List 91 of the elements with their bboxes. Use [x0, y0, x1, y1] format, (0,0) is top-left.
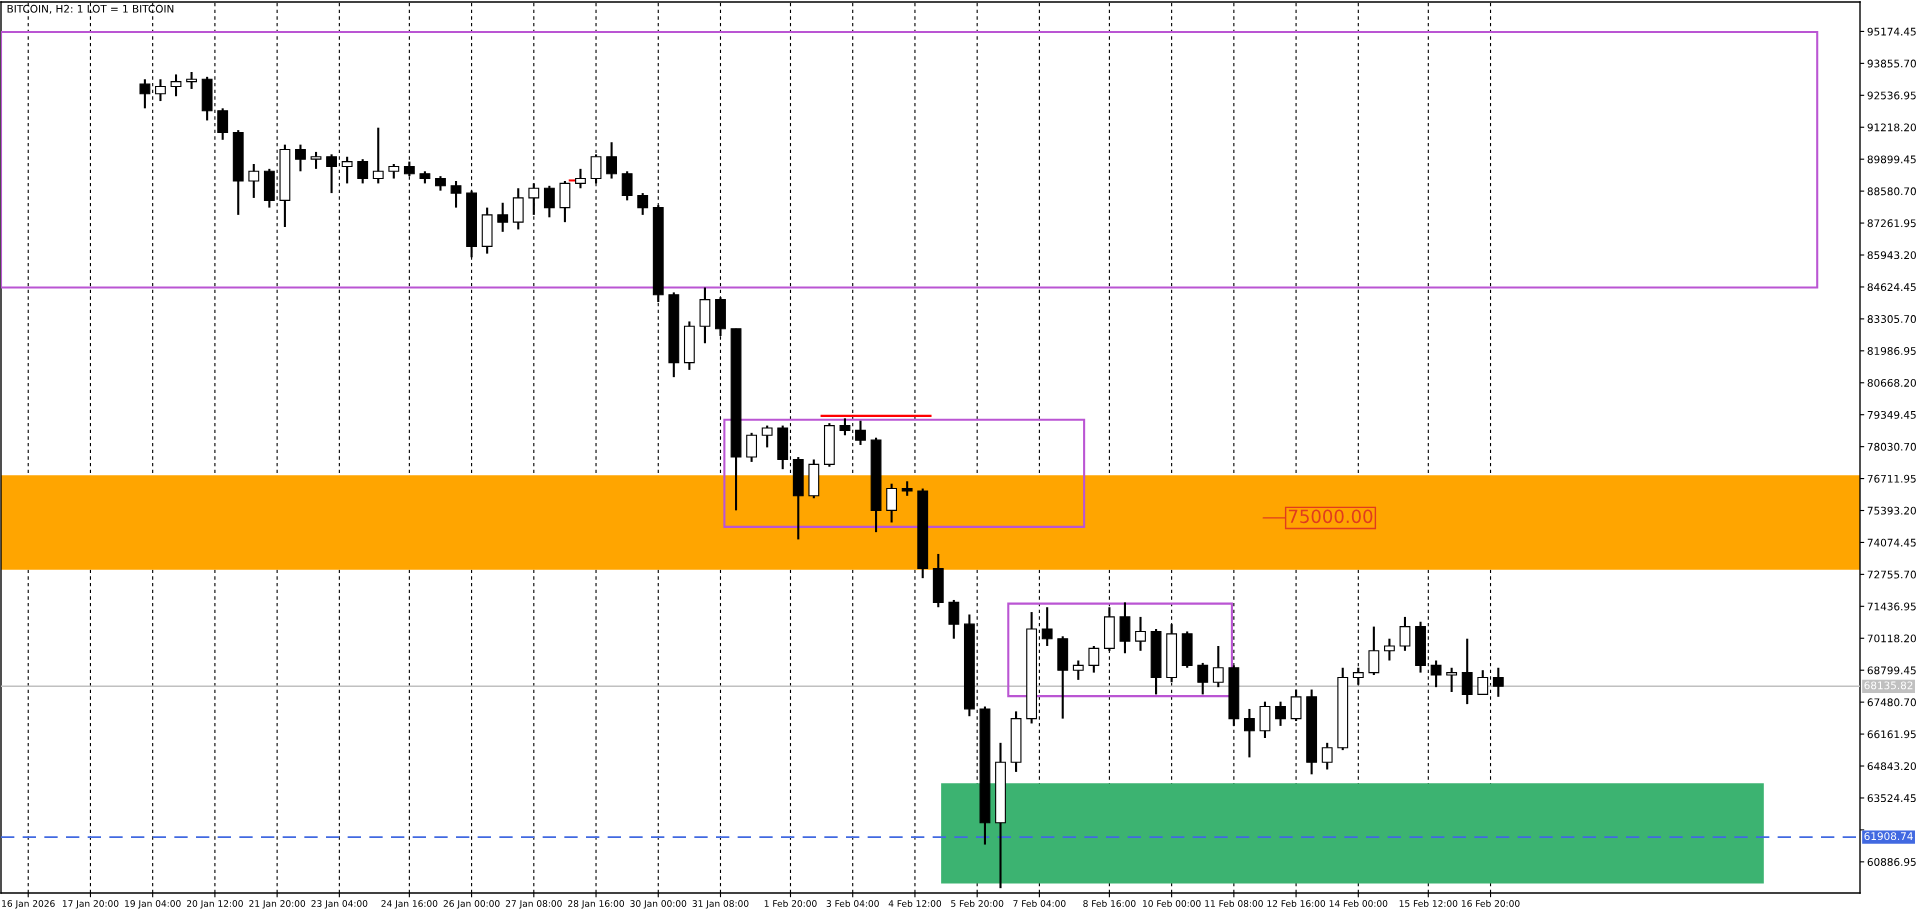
- x-tick-label: 14 Feb 00:00: [1329, 899, 1388, 907]
- candlestick: [1321, 741, 1333, 771]
- candlestick: [1197, 661, 1209, 696]
- x-tick-label: 10 Feb 00:00: [1143, 899, 1201, 907]
- x-tick-label: 19 Jan 04:00: [125, 900, 181, 909]
- y-tick-label: 63524.45: [1867, 794, 1916, 803]
- y-tick-label: 75393.20: [1867, 506, 1916, 515]
- candlestick: [295, 143, 306, 173]
- candlestick: [746, 431, 758, 463]
- candlestick: [855, 419, 866, 446]
- candlestick: [450, 179, 462, 209]
- candlestick: [497, 201, 509, 233]
- y-tick-label: 74074.45: [1867, 538, 1916, 547]
- x-tick-label: 12 Feb 16:00: [1267, 899, 1326, 907]
- candlestick: [155, 78, 166, 103]
- candlestick: [1477, 669, 1489, 696]
- x-tick-label: 5 Feb 20:00: [951, 899, 1004, 907]
- x-tick-label: 3 Feb 04:00: [826, 899, 879, 907]
- x-tick-label: 30 Jan 00:00: [630, 900, 687, 909]
- candlestick: [1446, 666, 1458, 694]
- candlestick: [606, 141, 618, 180]
- candlestick: [621, 170, 633, 202]
- candlestick: [543, 184, 555, 219]
- y-tick-label: 70118.20: [1867, 634, 1916, 643]
- y-tick-label: 79349.45: [1867, 410, 1916, 419]
- y-tick-label: 78030.70: [1867, 442, 1916, 451]
- x-tick-label: 11 Feb 08:00: [1205, 899, 1263, 907]
- annotation: 75000.00: [1288, 509, 1373, 524]
- x-tick-label: 16 Jan 2026: [2, 900, 55, 909]
- candlestick: [1088, 644, 1100, 674]
- candlestick: [1275, 700, 1286, 727]
- y-tick-label: 89899.45: [1867, 155, 1916, 164]
- x-tick-label: 21 Jan 20:00: [249, 900, 306, 909]
- y-tick-label: 92536.95: [1867, 91, 1916, 100]
- x-tick-label: 27 Jan 08:00: [505, 900, 562, 909]
- chart-title: BITCOIN, H2: 1 LOT = 1 BITCOIN: [7, 4, 174, 14]
- candlestick: [372, 126, 384, 185]
- x-tick-label: 4 Feb 12:00: [888, 899, 942, 907]
- y-tick-label: 76711.95: [1867, 474, 1916, 483]
- x-tick-label: 24 Jan 16:00: [381, 900, 438, 909]
- candlestick: [1368, 625, 1380, 677]
- y-tick-label: 93855.70: [1867, 59, 1916, 68]
- candlestick: [248, 162, 260, 199]
- y-tick-label: 60886.95: [1867, 858, 1916, 866]
- candlestick: [1383, 637, 1395, 662]
- x-tick-label: 8 Feb 16:00: [1083, 899, 1136, 907]
- y-tick-label: 84624.45: [1867, 283, 1916, 292]
- candlestick: [1135, 615, 1146, 652]
- candlestick: [948, 598, 960, 640]
- x-tick-label: 7 Feb 04:00: [1013, 899, 1066, 907]
- candlestick: [1041, 606, 1053, 648]
- candlestick: [326, 153, 337, 195]
- candlestick: [1430, 659, 1442, 689]
- y-tick-label: 95174.45: [1867, 27, 1916, 36]
- x-tick-label: 1 Feb 20:00: [764, 899, 817, 907]
- x-tick-label: 17 Jan 20:00: [62, 900, 119, 909]
- x-tick-label: 28 Jan 16:00: [568, 900, 625, 909]
- y-tick-label: 68799.45: [1867, 666, 1916, 675]
- y-tick-label: 81986.95: [1867, 347, 1916, 355]
- x-tick-label: 26 Jan 00:00: [443, 900, 500, 909]
- y-tick-label: 67480.70: [1867, 698, 1916, 707]
- candlestick: [1072, 659, 1084, 681]
- y-tick-label: 71436.95: [1867, 602, 1916, 611]
- ref-line-label: 61908.74: [1864, 832, 1913, 841]
- y-tick-label: 91218.20: [1867, 123, 1916, 132]
- candlestick: [341, 155, 353, 185]
- y-tick-label: 66161.95: [1867, 730, 1916, 739]
- candlestick: [637, 192, 649, 216]
- candlestick: [139, 78, 151, 110]
- candlestick: [1492, 666, 1504, 698]
- x-tick-label: 20 Jan 12:00: [186, 900, 243, 909]
- candlestick: [1212, 644, 1224, 689]
- x-tick-label: 23 Jan 04:00: [311, 900, 368, 909]
- candlestick: [1243, 707, 1255, 759]
- candlestick: [886, 482, 898, 524]
- y-tick-label: 64843.20: [1867, 762, 1916, 771]
- candlestick: [761, 424, 773, 449]
- x-tick-label: 16 Feb 20:00: [1461, 899, 1520, 907]
- candlestick: [170, 73, 182, 98]
- y-tick-label: 80668.20: [1867, 378, 1916, 387]
- x-tick-label: 15 Feb 12:00: [1399, 899, 1458, 907]
- ref-line-label: 68135.82: [1864, 681, 1913, 690]
- y-tick-label: 85943.20: [1867, 251, 1916, 260]
- y-tick-label: 88580.70: [1867, 187, 1916, 196]
- y-tick-label: 83305.70: [1867, 315, 1916, 323]
- y-tick-label: 72755.70: [1867, 570, 1916, 579]
- candlestick: [357, 158, 369, 185]
- y-tick-label: 87261.95: [1867, 219, 1916, 228]
- candlestick: [1461, 637, 1473, 706]
- x-tick-label: 31 Jan 08:00: [692, 900, 749, 909]
- candlestick: [1399, 615, 1411, 652]
